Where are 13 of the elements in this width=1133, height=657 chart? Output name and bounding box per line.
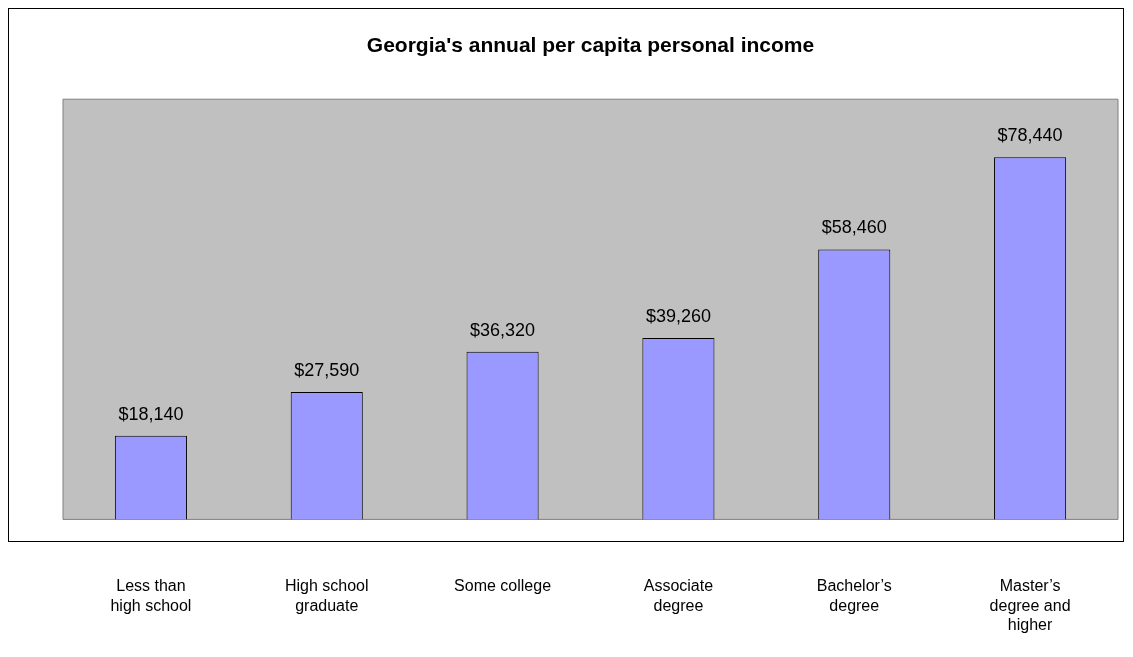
data-label: $58,460 — [821, 217, 887, 238]
data-label: $27,590 — [294, 359, 360, 380]
data-label: $36,320 — [470, 319, 536, 340]
chart-title: Georgia's annual per capita personal income — [366, 33, 815, 57]
data-label: $18,140 — [118, 403, 184, 424]
x-tick-label: Master’s degree and higher — [989, 577, 1071, 633]
x-tick-label: Bachelor’s degree — [816, 577, 892, 614]
data-label: $78,440 — [997, 125, 1063, 146]
x-tick-label: Associate degree — [643, 577, 714, 614]
x-tick-label: Less than high school — [110, 577, 192, 614]
x-tick-label: Some college — [454, 577, 552, 595]
data-label: $39,260 — [645, 306, 711, 327]
x-tick-label: High school graduate — [284, 577, 369, 614]
